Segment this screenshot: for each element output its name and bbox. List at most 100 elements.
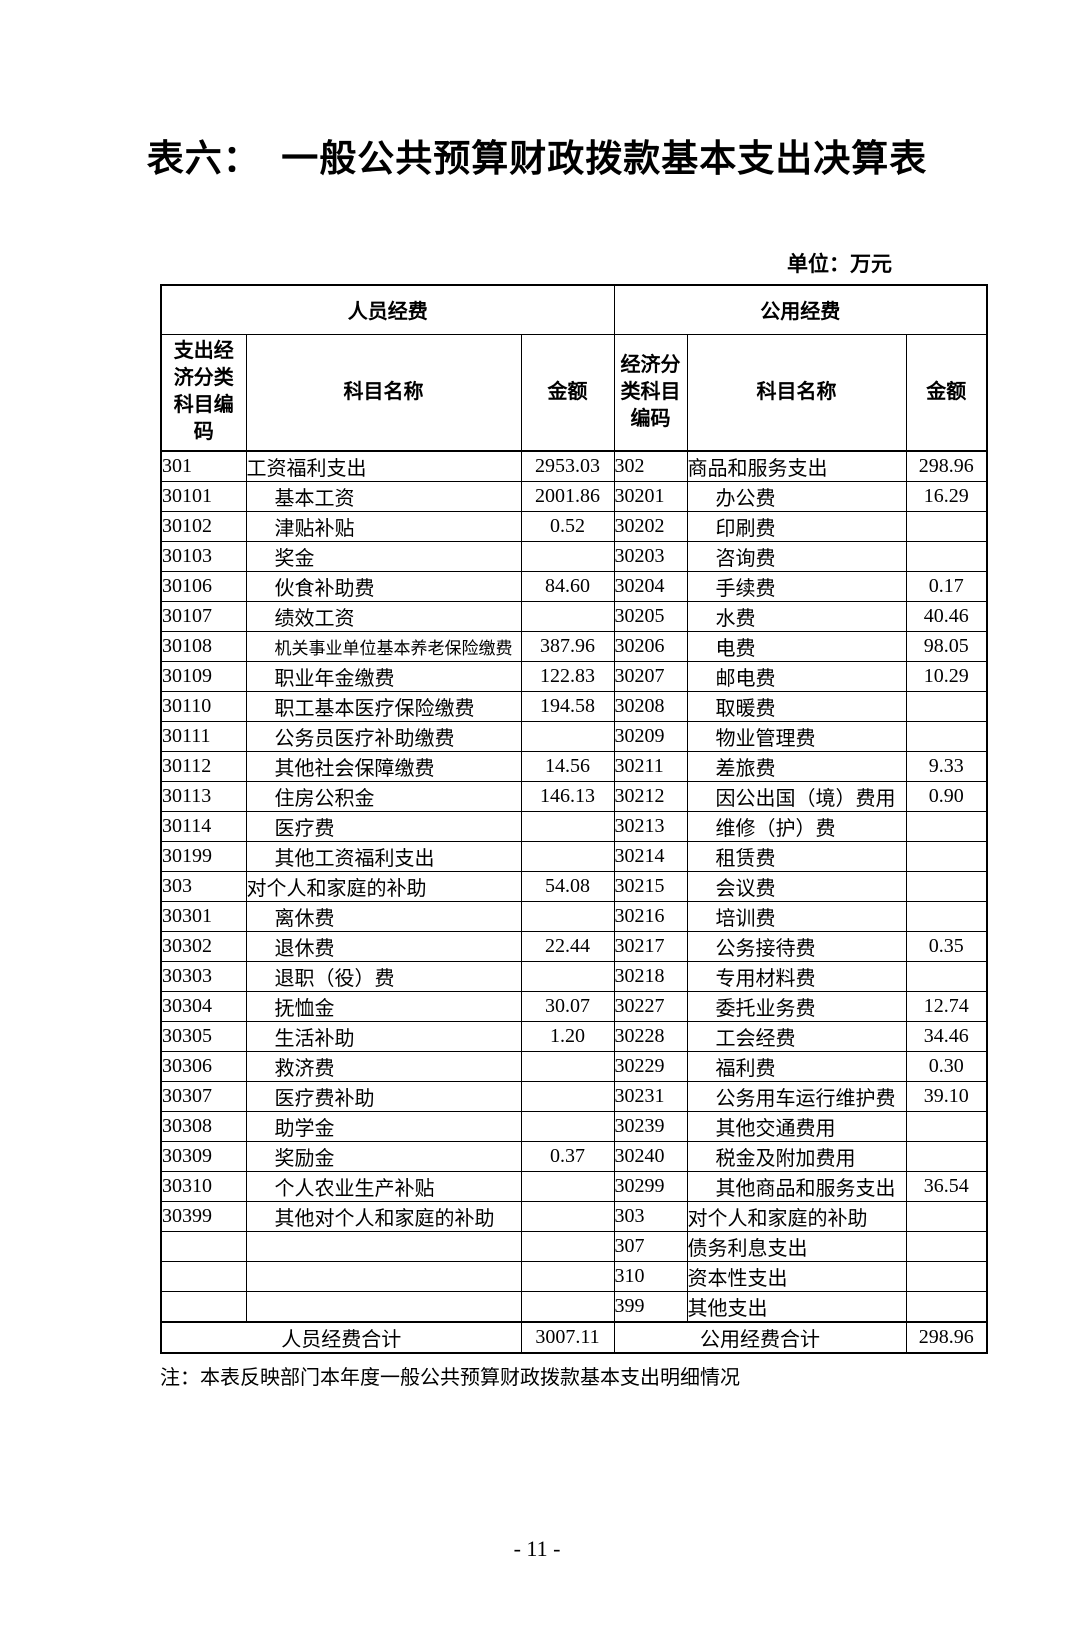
right-name-cell: 工会经费: [686, 1021, 907, 1052]
table-row: 301 工资福利支出 2953.03 302 商品和服务支出 298.96: [160, 450, 988, 482]
left-name-column-header: 科目名称: [245, 333, 522, 452]
left-amount-cell: [520, 1111, 615, 1142]
right-code-cell: 30205: [613, 601, 688, 632]
right-name-cell: 其他商品和服务支出: [686, 1171, 907, 1202]
right-name-cell: 公务接待费: [686, 931, 907, 962]
left-name-cell: 离休费: [245, 901, 522, 932]
right-name-cell: 差旅费: [686, 751, 907, 782]
left-code-cell: 30103: [160, 541, 247, 572]
right-code-cell: 30206: [613, 631, 688, 662]
right-name-cell: 资本性支出: [686, 1261, 907, 1292]
left-amount-cell: [520, 1291, 615, 1323]
left-name-cell: 助学金: [245, 1111, 522, 1142]
right-amount-cell: [905, 961, 988, 992]
column-header-row: 支出经济分类科目编码 科目名称 金额 经济分类科目编码 科目名称 金额: [160, 333, 988, 452]
right-code-cell: 30228: [613, 1021, 688, 1052]
right-amount-cell: [905, 1261, 988, 1292]
right-code-cell: 30207: [613, 661, 688, 692]
left-name-cell: 住房公积金: [245, 781, 522, 812]
left-code-cell: 30307: [160, 1081, 247, 1112]
right-code-cell: 303: [613, 1201, 688, 1232]
right-code-cell: 30239: [613, 1111, 688, 1142]
right-code-cell: 30213: [613, 811, 688, 842]
right-code-cell: 30215: [613, 871, 688, 902]
left-name-cell: 奖励金: [245, 1141, 522, 1172]
left-code-cell: 30102: [160, 511, 247, 542]
left-name-cell: [245, 1291, 522, 1323]
right-name-cell: 对个人和家庭的补助: [686, 1201, 907, 1232]
right-code-cell: 30204: [613, 571, 688, 602]
right-amount-cell: [905, 691, 988, 722]
table-row: 30310 个人农业生产补贴 30299 其他商品和服务支出 36.54: [160, 1171, 988, 1202]
right-code-cell: 30214: [613, 841, 688, 872]
table-area: 单位：万元 人员经费 公用经费 支出经济分类科目编码 科目名称 金额 经济分类科…: [160, 248, 989, 1390]
left-amount-cell: 22.44: [520, 931, 615, 962]
table-row: 30107 绩效工资 30205 水费 40.46: [160, 601, 988, 632]
table-row: 30304 抚恤金 30.07 30227 委托业务费 12.74: [160, 991, 988, 1022]
right-amount-cell: [905, 721, 988, 752]
left-name-cell: 个人农业生产补贴: [245, 1171, 522, 1202]
left-code-cell: 30301: [160, 901, 247, 932]
table-row: 303 对个人和家庭的补助 54.08 30215 会议费: [160, 871, 988, 902]
left-amount-cell: 30.07: [520, 991, 615, 1022]
right-code-cell: 30217: [613, 931, 688, 962]
left-code-cell: [160, 1231, 247, 1262]
left-name-cell: 工资福利支出: [245, 450, 522, 482]
left-name-cell: 生活补助: [245, 1021, 522, 1052]
table-row: 30110 职工基本医疗保险缴费 194.58 30208 取暖费: [160, 691, 988, 722]
left-amount-cell: 0.52: [520, 511, 615, 542]
right-name-cell: 邮电费: [686, 661, 907, 692]
table-row: 30305 生活补助 1.20 30228 工会经费 34.46: [160, 1021, 988, 1052]
left-amount-cell: 2001.86: [520, 481, 615, 512]
right-code-cell: 30240: [613, 1141, 688, 1172]
right-name-cell: 专用材料费: [686, 961, 907, 992]
left-amount-cell: [520, 811, 615, 842]
right-amount-cell: 34.46: [905, 1021, 988, 1052]
left-name-cell: [245, 1261, 522, 1292]
left-name-cell: 退职（役）费: [245, 961, 522, 992]
left-amount-cell: [520, 541, 615, 572]
right-name-cell: 税金及附加费用: [686, 1141, 907, 1172]
right-amount-cell: 298.96: [905, 450, 988, 482]
right-code-cell: 30227: [613, 991, 688, 1022]
left-name-cell: 基本工资: [245, 481, 522, 512]
left-name-cell: 奖金: [245, 541, 522, 572]
right-name-cell: 物业管理费: [686, 721, 907, 752]
left-code-cell: 30109: [160, 661, 247, 692]
right-amount-cell: [905, 1291, 988, 1323]
left-code-cell: 30399: [160, 1201, 247, 1232]
left-name-cell: 对个人和家庭的补助: [245, 871, 522, 902]
right-code-cell: 30201: [613, 481, 688, 512]
left-name-cell: 其他社会保障缴费: [245, 751, 522, 782]
left-code-cell: 30199: [160, 841, 247, 872]
right-code-cell: 30209: [613, 721, 688, 752]
left-amount-cell: 54.08: [520, 871, 615, 902]
right-name-cell: 商品和服务支出: [686, 450, 907, 482]
left-amount-cell: [520, 1081, 615, 1112]
table-row: 30302 退休费 22.44 30217 公务接待费 0.35: [160, 931, 988, 962]
right-code-cell: 307: [613, 1231, 688, 1262]
right-name-cell: 印刷费: [686, 511, 907, 542]
right-amount-cell: [905, 541, 988, 572]
table-row: 30111 公务员医疗补助缴费 30209 物业管理费: [160, 721, 988, 752]
right-code-cell: 310: [613, 1261, 688, 1292]
left-name-cell: 公务员医疗补助缴费: [245, 721, 522, 752]
right-code-cell: 30212: [613, 781, 688, 812]
right-amount-cell: [905, 841, 988, 872]
table-row: 30113 住房公积金 146.13 30212 因公出国（境）费用 0.90: [160, 781, 988, 812]
public-total-value: 298.96: [905, 1321, 988, 1354]
left-name-cell: 退休费: [245, 931, 522, 962]
table-row: 30301 离休费 30216 培训费: [160, 901, 988, 932]
table-row: 307 债务利息支出: [160, 1231, 988, 1262]
left-code-cell: 30308: [160, 1111, 247, 1142]
left-code-cell: 303: [160, 871, 247, 902]
left-code-cell: 30110: [160, 691, 247, 722]
right-amount-cell: [905, 1111, 988, 1142]
left-code-cell: 30112: [160, 751, 247, 782]
right-name-cell: 办公费: [686, 481, 907, 512]
left-code-cell: 301: [160, 450, 247, 482]
left-amount-cell: [520, 901, 615, 932]
right-code-cell: 30203: [613, 541, 688, 572]
right-name-cell: 公务用车运行维护费: [686, 1081, 907, 1112]
left-amount-cell: 194.58: [520, 691, 615, 722]
